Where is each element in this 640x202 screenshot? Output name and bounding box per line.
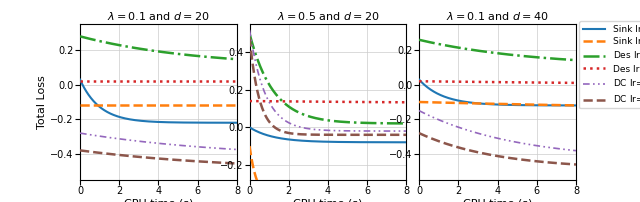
- X-axis label: CPU time (s): CPU time (s): [124, 199, 193, 202]
- Title: $\lambda = 0.5$ and $d = 20$: $\lambda = 0.5$ and $d = 20$: [276, 10, 380, 22]
- Title: $\lambda = 0.1$ and $d = 20$: $\lambda = 0.1$ and $d = 20$: [108, 10, 210, 22]
- Legend: Sink lr=1, Sink lr=10, Des lr=$10^{-5}$, Des lr=10, DC lr=$10^{-5}$, DC lr=$10^{: Sink lr=1, Sink lr=10, Des lr=$10^{-5}$,…: [579, 21, 640, 108]
- X-axis label: CPU time (s): CPU time (s): [463, 199, 532, 202]
- X-axis label: CPU time (s): CPU time (s): [293, 199, 363, 202]
- Y-axis label: Total Loss: Total Loss: [38, 75, 47, 129]
- Title: $\lambda = 0.1$ and $d = 40$: $\lambda = 0.1$ and $d = 40$: [446, 10, 548, 22]
